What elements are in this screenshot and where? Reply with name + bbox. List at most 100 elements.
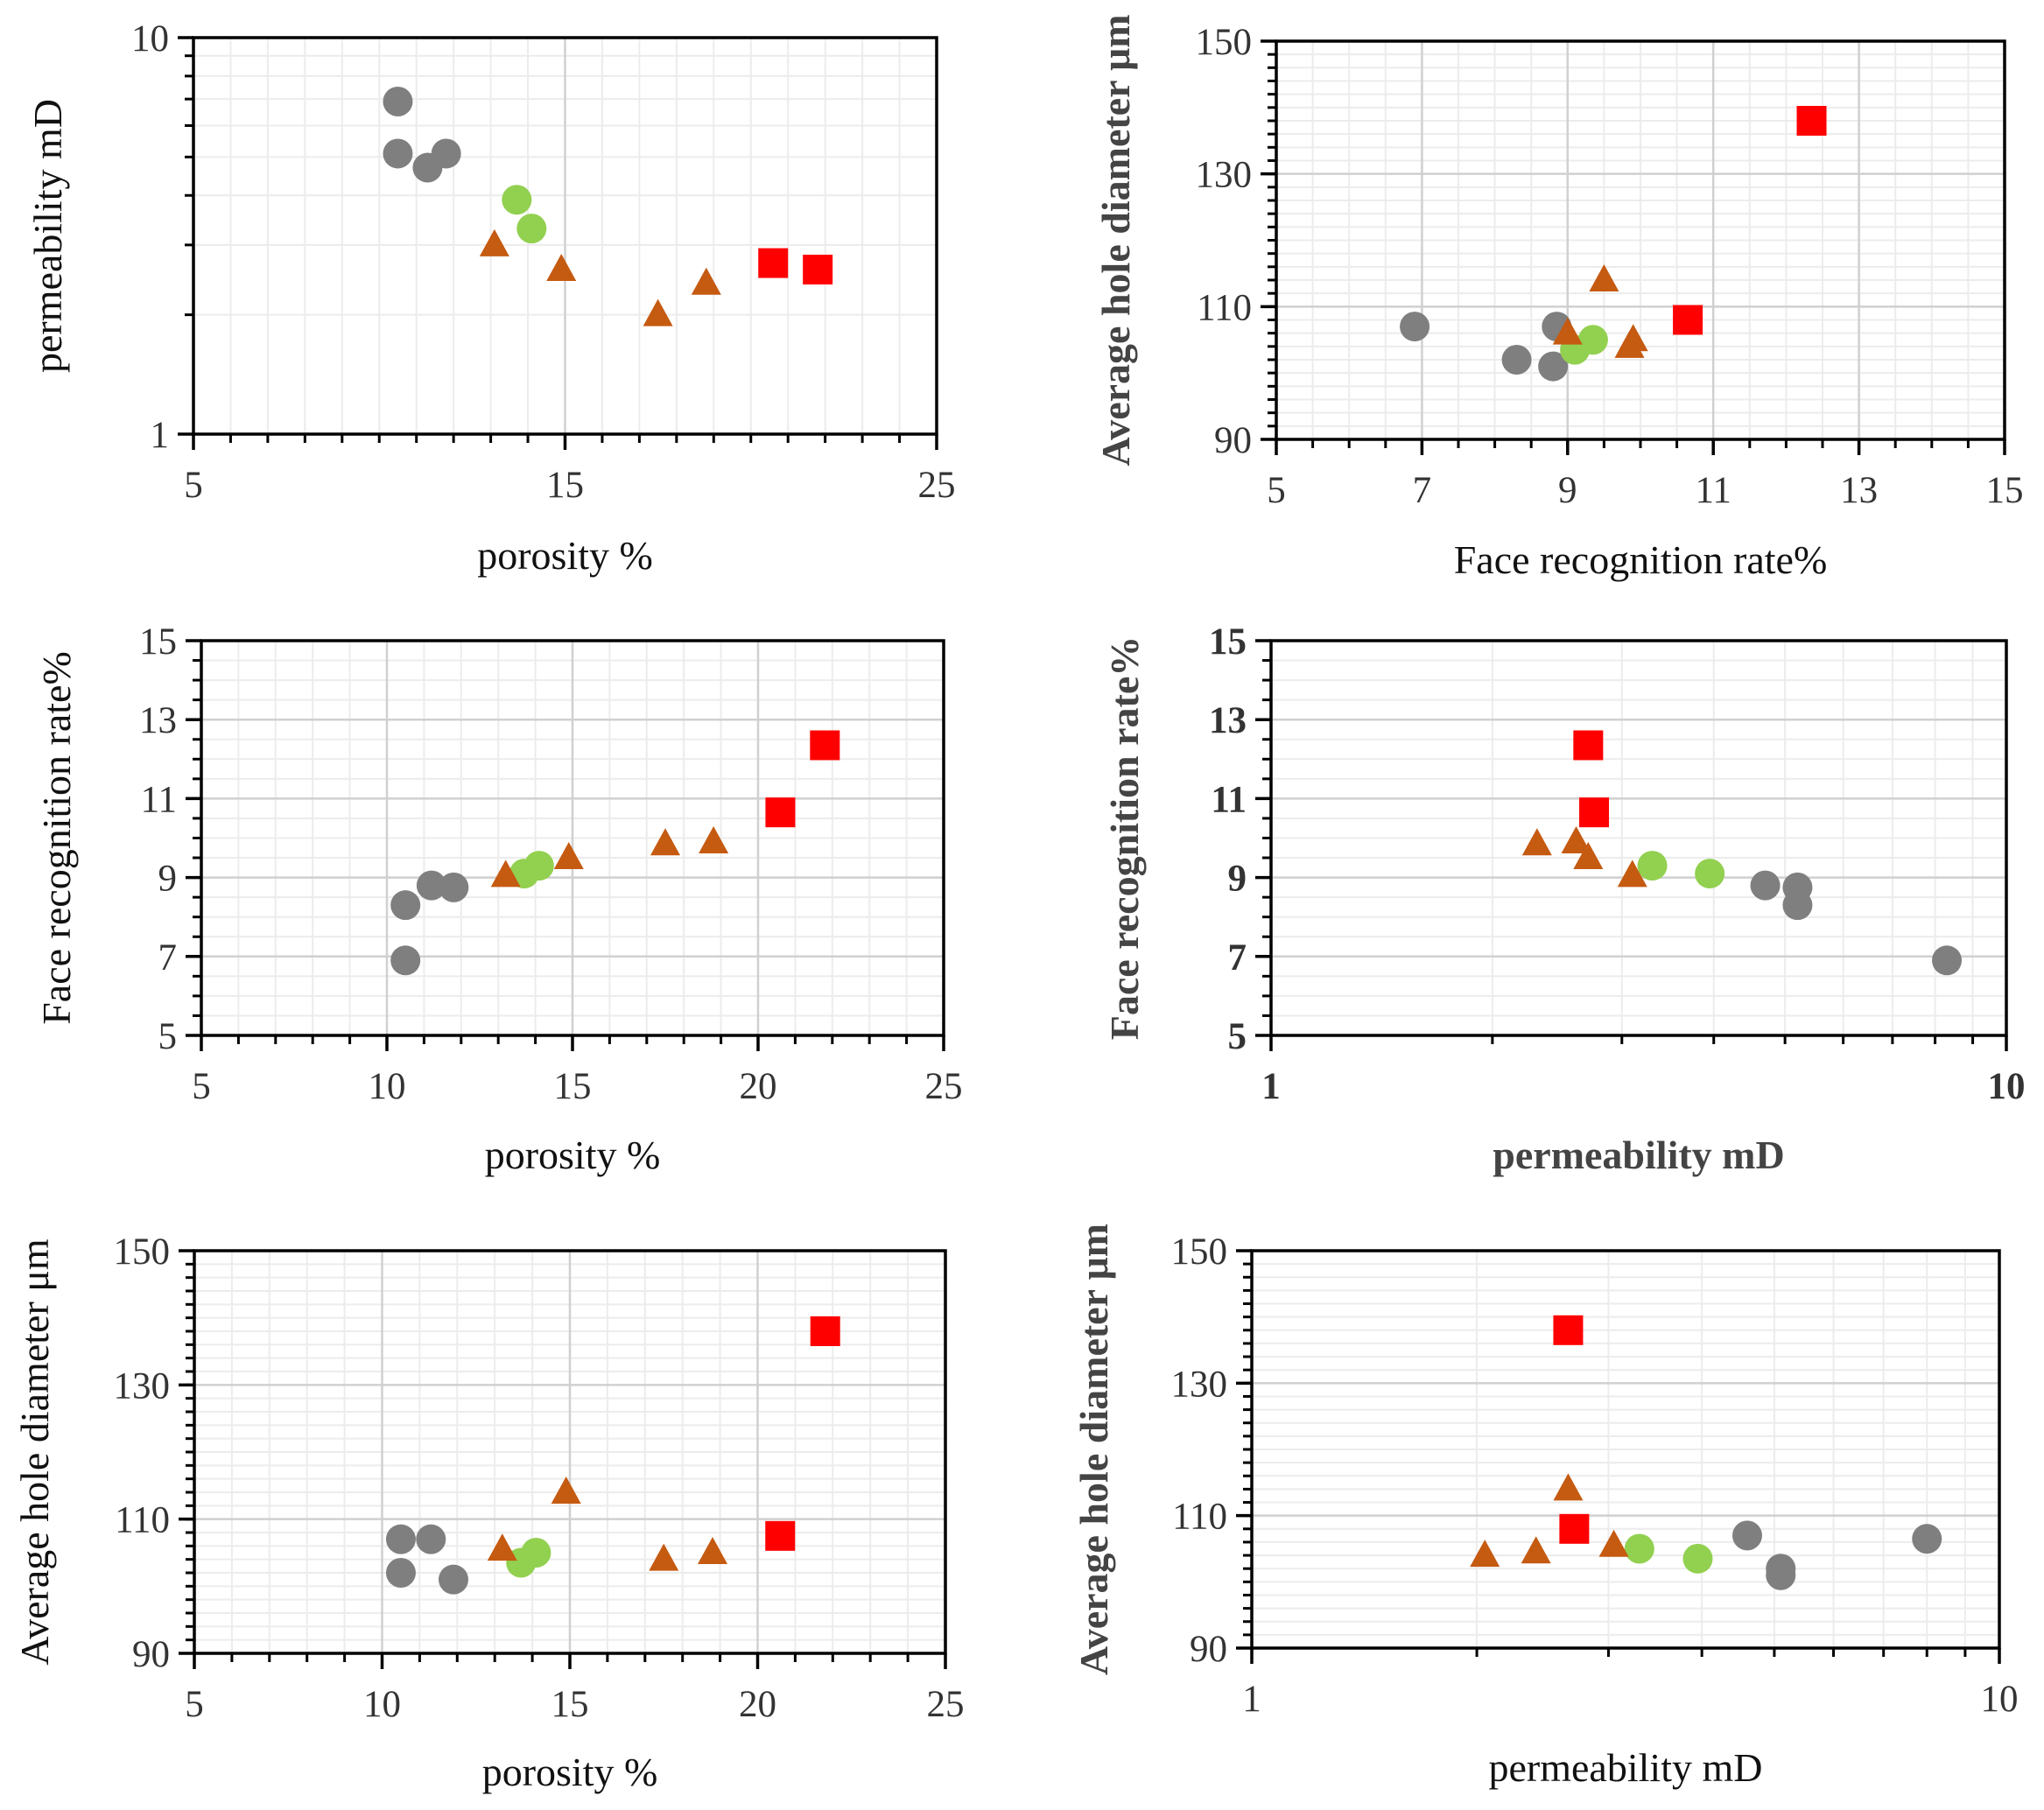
y-tick-label: 150 bbox=[114, 1231, 171, 1273]
point-red-square bbox=[1573, 730, 1604, 761]
y-axis-title: Face recognition rate% bbox=[1102, 636, 1147, 1041]
point-gray-circle bbox=[439, 872, 469, 902]
y-tick-label: 15 bbox=[1209, 621, 1247, 663]
point-red-square bbox=[1796, 106, 1827, 136]
point-green-circle bbox=[516, 214, 547, 244]
point-gray-circle bbox=[1538, 351, 1569, 382]
y-axis-title: Average hole diameter μm bbox=[1093, 14, 1138, 466]
point-green-circle bbox=[502, 185, 532, 215]
chart-a: 1 10 5 15 25 porosity % permeability mD bbox=[25, 18, 956, 578]
point-gray-circle bbox=[383, 87, 413, 117]
point-green-circle bbox=[1637, 851, 1668, 881]
x-tick-label: 10 bbox=[369, 1066, 406, 1107]
x-axis-title: permeability mD bbox=[1489, 1745, 1763, 1790]
y-axis-title: permeability mD bbox=[25, 99, 70, 373]
point-gray-circle bbox=[1750, 870, 1781, 901]
point-green-circle bbox=[521, 1538, 551, 1568]
point-green-circle bbox=[1682, 1543, 1713, 1574]
point-red-square bbox=[765, 1520, 796, 1551]
point-orange-triangle bbox=[1618, 324, 1648, 352]
point-orange-triangle bbox=[1561, 826, 1591, 854]
point-red-square bbox=[810, 730, 840, 761]
x-tick-label: 5 bbox=[1267, 470, 1286, 511]
point-orange-triangle bbox=[650, 828, 680, 856]
y-tick-label: 130 bbox=[1171, 1364, 1228, 1405]
point-orange-triangle bbox=[698, 1537, 728, 1564]
y-tick-label: 7 bbox=[158, 937, 178, 979]
y-tick-label: 90 bbox=[132, 1634, 170, 1675]
point-gray-circle bbox=[1400, 312, 1430, 342]
x-axis-title: permeability mD bbox=[1493, 1133, 1784, 1177]
y-axis-title: Average hole diameter μm bbox=[12, 1238, 57, 1666]
x-tick-label: 11 bbox=[1695, 470, 1731, 511]
x-axis-title: Face recognition rate% bbox=[1454, 537, 1828, 582]
point-orange-triangle bbox=[1553, 1473, 1584, 1501]
point-gray-circle bbox=[1932, 945, 1963, 976]
x-tick-label: 20 bbox=[740, 1066, 777, 1107]
point-gray-circle bbox=[416, 1524, 446, 1554]
y-tick-label: 110 bbox=[1172, 1497, 1227, 1538]
point-gray-circle bbox=[1912, 1524, 1942, 1554]
x-tick-label: 5 bbox=[184, 465, 203, 506]
point-orange-triangle bbox=[487, 1533, 517, 1561]
y-tick-label: 9 bbox=[1228, 859, 1247, 900]
point-red-square bbox=[810, 1316, 840, 1346]
y-tick-label: 10 bbox=[131, 18, 169, 60]
point-orange-triangle bbox=[643, 298, 673, 326]
point-green-circle bbox=[1624, 1533, 1654, 1564]
y-tick-label: 1 bbox=[151, 415, 170, 456]
point-green-circle bbox=[523, 851, 554, 881]
y-tick-label: 9 bbox=[158, 859, 178, 900]
x-axis-title: porosity % bbox=[485, 1133, 661, 1177]
point-red-square bbox=[758, 248, 789, 278]
y-tick-label: 130 bbox=[1196, 155, 1253, 196]
x-tick-label: 25 bbox=[927, 1684, 965, 1725]
y-tick-label: 90 bbox=[1214, 420, 1252, 461]
chart-e: 90 110 130 150 5 10 15 20 25 porosity % Average ho… bbox=[12, 1231, 965, 1794]
point-red-square bbox=[1673, 305, 1703, 335]
point-green-circle bbox=[1577, 325, 1608, 355]
y-axis-title: Face recognition rate% bbox=[34, 651, 79, 1025]
point-red-square bbox=[765, 797, 796, 828]
point-green-circle bbox=[1695, 859, 1725, 889]
x-tick-label: 15 bbox=[1986, 470, 2024, 511]
x-tick-label: 1 bbox=[1261, 1066, 1281, 1107]
point-gray-circle bbox=[431, 138, 461, 169]
point-orange-triangle bbox=[553, 842, 584, 870]
point-gray-circle bbox=[416, 870, 446, 901]
point-gray-circle bbox=[439, 1564, 469, 1595]
point-gray-circle bbox=[390, 890, 421, 921]
y-tick-label: 5 bbox=[158, 1016, 178, 1057]
point-orange-triangle bbox=[699, 826, 729, 854]
point-orange-triangle bbox=[479, 228, 509, 256]
point-orange-triangle bbox=[1521, 828, 1552, 856]
point-orange-triangle bbox=[551, 1477, 581, 1504]
point-orange-triangle bbox=[490, 859, 521, 887]
y-tick-label: 150 bbox=[1196, 22, 1253, 63]
point-gray-circle bbox=[385, 1558, 416, 1588]
point-orange-triangle bbox=[1552, 317, 1583, 345]
x-axis-title: porosity % bbox=[482, 1750, 658, 1794]
x-tick-label: 15 bbox=[546, 465, 584, 506]
y-tick-label: 13 bbox=[1209, 700, 1247, 741]
point-gray-circle bbox=[1766, 1560, 1796, 1590]
chart-d: 5 7 9 11 13 15 1 10 permeability mD Face recognit… bbox=[1102, 621, 2026, 1177]
point-orange-triangle bbox=[1573, 842, 1604, 870]
point-orange-triangle bbox=[1617, 859, 1647, 887]
point-red-square bbox=[1553, 1315, 1584, 1345]
x-tick-label: 1 bbox=[1242, 1679, 1261, 1720]
y-tick-label: 90 bbox=[1190, 1629, 1227, 1670]
y-tick-label: 11 bbox=[141, 779, 177, 820]
point-red-square bbox=[803, 255, 833, 285]
x-tick-label: 15 bbox=[551, 1684, 589, 1725]
point-orange-triangle bbox=[691, 267, 721, 295]
x-axis-title: porosity % bbox=[477, 533, 653, 578]
point-gray-circle bbox=[1782, 890, 1813, 921]
point-orange-triangle bbox=[649, 1543, 679, 1571]
point-orange-triangle bbox=[1598, 1529, 1629, 1557]
x-tick-label: 13 bbox=[1840, 470, 1878, 511]
y-axis-title: Average hole diameter μm bbox=[1071, 1224, 1116, 1675]
point-gray-circle bbox=[1501, 345, 1532, 375]
